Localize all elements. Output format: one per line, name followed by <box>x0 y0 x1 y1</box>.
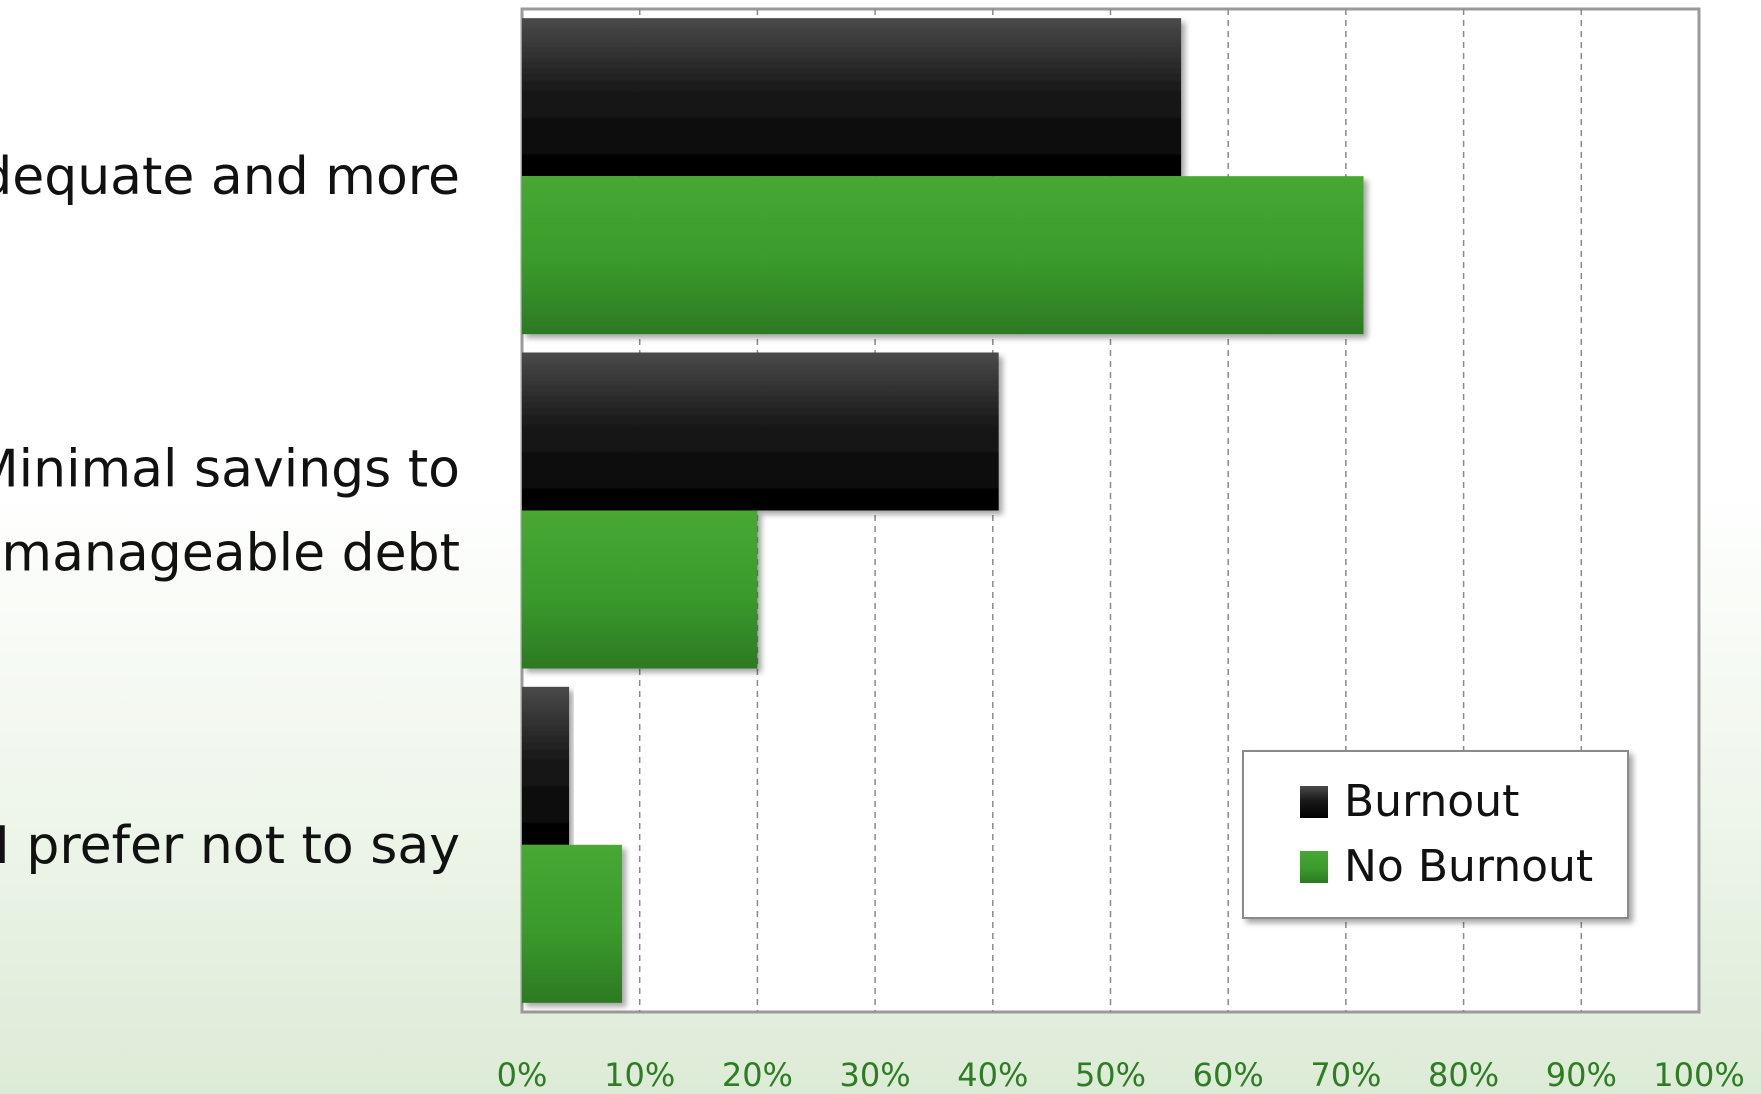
x-tick-label: 100% <box>1653 1056 1744 1094</box>
x-tick-label: 70% <box>1310 1056 1381 1094</box>
x-tick-label: 80% <box>1428 1056 1499 1094</box>
x-tick-label: 90% <box>1546 1056 1617 1094</box>
bar-burnout <box>522 352 999 511</box>
legend-label: Burnout <box>1344 776 1519 827</box>
bar-no-burnout <box>522 510 758 669</box>
bar-no-burnout <box>522 844 623 1003</box>
legend: Burnout No Burnout <box>1242 750 1629 919</box>
x-tick-label: 20% <box>722 1056 793 1094</box>
legend-swatch <box>1300 786 1328 818</box>
x-tick-label: 50% <box>1075 1056 1146 1094</box>
category-label: Minimal savings to <box>0 440 460 500</box>
legend-box <box>1242 750 1629 919</box>
x-tick-labels: 0% 10% 20% 30% 40% 50% 60% 70% 80% 90% 100% <box>497 1056 1745 1094</box>
bar-burnout <box>522 686 570 845</box>
category-labels: Adequate and more Minimal savings to unman… <box>0 147 460 876</box>
category-label: I prefer not to say <box>0 816 460 876</box>
x-tick-label: 40% <box>957 1056 1028 1094</box>
legend-label: No Burnout <box>1344 841 1593 892</box>
category-label: Adequate and more <box>0 147 460 207</box>
bar-no-burnout <box>522 176 1364 335</box>
x-tick-label: 10% <box>604 1056 675 1094</box>
category-label: unmanageable debt <box>0 524 460 584</box>
x-tick-label: 0% <box>497 1056 548 1094</box>
legend-swatch <box>1300 851 1328 883</box>
x-tick-label: 60% <box>1193 1056 1264 1094</box>
x-tick-label: 30% <box>840 1056 911 1094</box>
bar-burnout <box>522 18 1182 177</box>
bars <box>522 18 1364 1003</box>
